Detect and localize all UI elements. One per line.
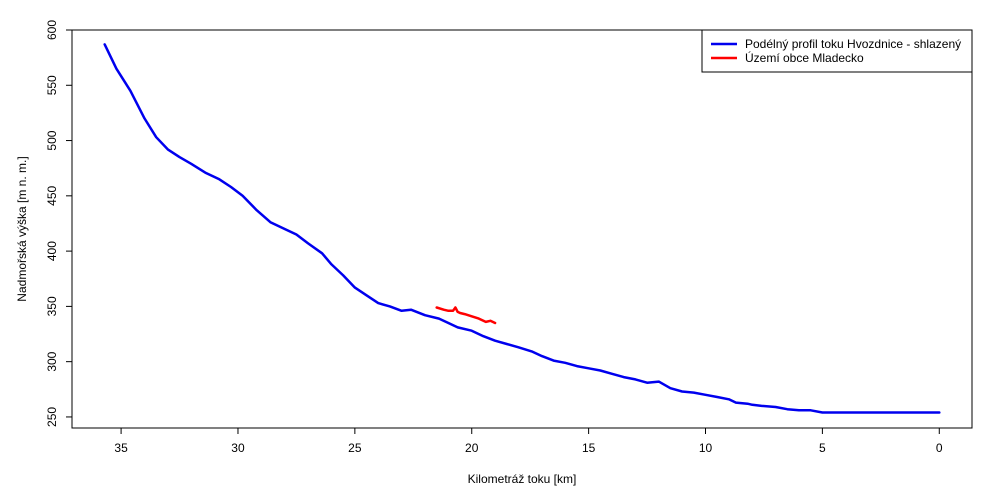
legend: Podélný profil toku Hvozdnice - shlazený… — [701, 29, 973, 73]
x-axis-title: Kilometráž toku [km] — [468, 472, 577, 486]
x-tick-label-5: 10 — [699, 441, 713, 455]
series-layer — [103, 43, 941, 414]
x-tick-label-3: 20 — [465, 441, 479, 455]
legend-label-series-2: Území obce Mladecko — [745, 50, 864, 65]
y-tick-label-7: 600 — [45, 20, 59, 40]
plot-frame — [71, 29, 973, 429]
x-tick-label-2: 25 — [348, 441, 362, 455]
legend-box — [701, 29, 973, 73]
x-tick-label-0: 35 — [114, 441, 128, 455]
x-tick-label-6: 5 — [819, 441, 826, 455]
x-tick-label-4: 15 — [582, 441, 596, 455]
x-tick-label-7: 0 — [936, 441, 943, 455]
y-tick-label-5: 500 — [45, 130, 59, 150]
series-line-2 — [435, 306, 497, 325]
y-tick-label-1: 300 — [45, 351, 59, 371]
y-tick-label-0: 250 — [45, 407, 59, 427]
y-axis-title: Nadmořská výška [m n. m.] — [15, 156, 29, 301]
series-line-1 — [103, 43, 941, 414]
y-tick-label-3: 400 — [45, 241, 59, 261]
y-tick-label-2: 350 — [45, 296, 59, 316]
y-axis: 250 300 350 400 450 500 550 600 — [45, 20, 72, 427]
y-tick-label-4: 450 — [45, 186, 59, 206]
y-tick-label-6: 550 — [45, 75, 59, 95]
legend-label-series-1: Podélný profil toku Hvozdnice - shlazený — [745, 37, 961, 51]
x-axis: 35 30 25 20 15 10 5 0 — [114, 428, 943, 455]
x-tick-label-1: 30 — [231, 441, 245, 455]
